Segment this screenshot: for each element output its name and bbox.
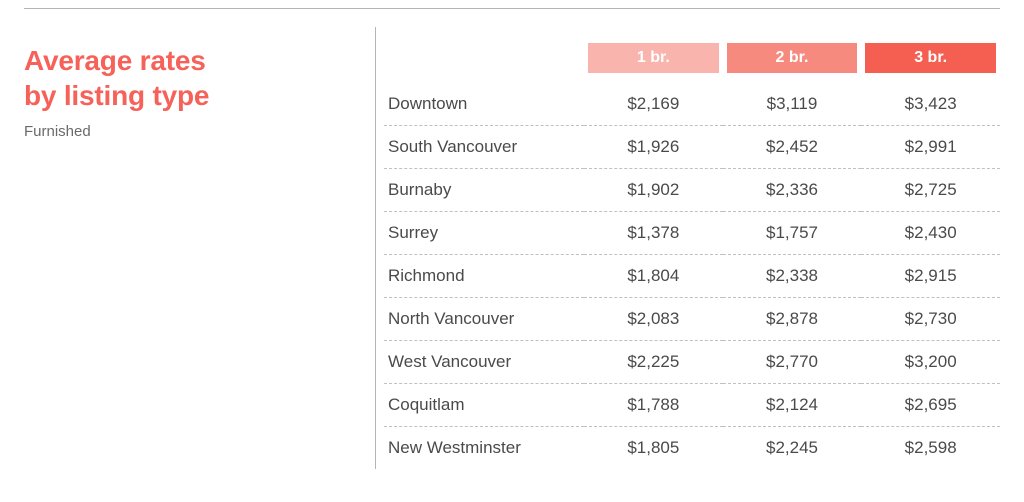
table-header-row: 1 br. 2 br. 3 br. <box>384 43 1000 83</box>
row-label: West Vancouver <box>384 341 584 384</box>
title-line-1: Average rates <box>24 45 206 76</box>
table-row: Surrey $1,378 $1,757 $2,430 <box>384 212 1000 255</box>
table-header-br3: 3 br. <box>861 43 1000 83</box>
title-line-2: by listing type <box>24 80 209 111</box>
row-label: Burnaby <box>384 169 584 212</box>
cell-br1: $2,083 <box>584 298 723 341</box>
cell-br2: $2,336 <box>723 169 862 212</box>
cell-br1: $1,788 <box>584 384 723 427</box>
cell-br1: $1,805 <box>584 427 723 470</box>
cell-br2: $2,124 <box>723 384 862 427</box>
cell-br2: $3,119 <box>723 83 862 126</box>
row-label: Richmond <box>384 255 584 298</box>
table-row: Coquitlam $1,788 $2,124 $2,695 <box>384 384 1000 427</box>
top-rule <box>24 8 1000 9</box>
table-row: New Westminster $1,805 $2,245 $2,598 <box>384 427 1000 470</box>
header-chip-br2: 2 br. <box>727 43 858 73</box>
content-wrap: Average rates by listing type Furnished … <box>24 27 1000 469</box>
page-subtitle: Furnished <box>24 123 351 140</box>
cell-br2: $2,770 <box>723 341 862 384</box>
cell-br3: $3,423 <box>861 83 1000 126</box>
table-row: Burnaby $1,902 $2,336 $2,725 <box>384 169 1000 212</box>
table-row: South Vancouver $1,926 $2,452 $2,991 <box>384 126 1000 169</box>
cell-br3: $3,200 <box>861 341 1000 384</box>
cell-br3: $2,730 <box>861 298 1000 341</box>
row-label: Surrey <box>384 212 584 255</box>
table-row: West Vancouver $2,225 $2,770 $3,200 <box>384 341 1000 384</box>
table-header-blank <box>384 43 584 83</box>
row-label: Downtown <box>384 83 584 126</box>
table-header-br1: 1 br. <box>584 43 723 83</box>
cell-br3: $2,695 <box>861 384 1000 427</box>
row-label: South Vancouver <box>384 126 584 169</box>
header-chip-br3: 3 br. <box>865 43 996 73</box>
cell-br2: $1,757 <box>723 212 862 255</box>
cell-br3: $2,430 <box>861 212 1000 255</box>
cell-br1: $1,926 <box>584 126 723 169</box>
cell-br3: $2,991 <box>861 126 1000 169</box>
row-label: North Vancouver <box>384 298 584 341</box>
cell-br1: $1,902 <box>584 169 723 212</box>
row-label: New Westminster <box>384 427 584 470</box>
cell-br2: $2,338 <box>723 255 862 298</box>
row-label: Coquitlam <box>384 384 584 427</box>
cell-br1: $1,804 <box>584 255 723 298</box>
cell-br1: $2,225 <box>584 341 723 384</box>
cell-br1: $1,378 <box>584 212 723 255</box>
cell-br2: $2,878 <box>723 298 862 341</box>
cell-br2: $2,452 <box>723 126 862 169</box>
cell-br1: $2,169 <box>584 83 723 126</box>
rates-table: 1 br. 2 br. 3 br. Downtown $2,169 $3,119… <box>384 43 1000 469</box>
cell-br3: $2,915 <box>861 255 1000 298</box>
header-chip-br1: 1 br. <box>588 43 719 73</box>
table-row: North Vancouver $2,083 $2,878 $2,730 <box>384 298 1000 341</box>
table-body: Downtown $2,169 $3,119 $3,423 South Vanc… <box>384 83 1000 469</box>
cell-br3: $2,598 <box>861 427 1000 470</box>
table-header-br2: 2 br. <box>723 43 862 83</box>
right-panel: 1 br. 2 br. 3 br. Downtown $2,169 $3,119… <box>376 27 1000 469</box>
table-row: Downtown $2,169 $3,119 $3,423 <box>384 83 1000 126</box>
page-title: Average rates by listing type <box>24 43 351 113</box>
cell-br2: $2,245 <box>723 427 862 470</box>
table-row: Richmond $1,804 $2,338 $2,915 <box>384 255 1000 298</box>
cell-br3: $2,725 <box>861 169 1000 212</box>
left-panel: Average rates by listing type Furnished <box>24 27 376 469</box>
